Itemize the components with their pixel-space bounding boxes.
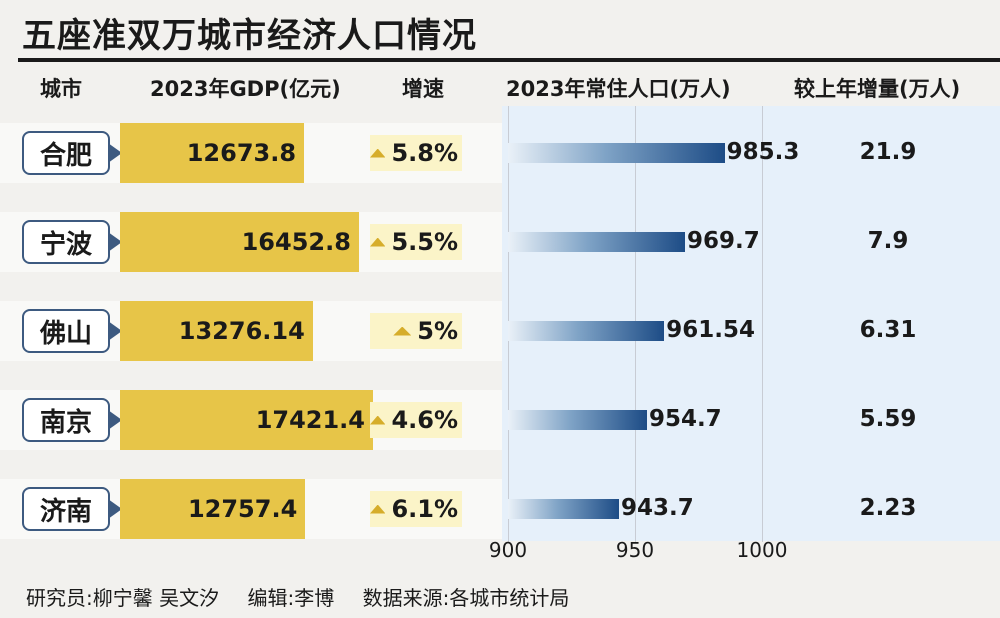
growth-text: 4.6% <box>391 406 458 434</box>
title-rule <box>18 58 1000 62</box>
growth-band <box>370 135 462 171</box>
city-label: 合肥 <box>22 131 110 175</box>
growth-band <box>370 313 462 349</box>
growth-value: 4.6% <box>370 402 462 438</box>
increase-value: 5.59 <box>859 406 917 432</box>
growth-value: 5.5% <box>370 224 462 260</box>
up-arrow-icon <box>370 504 386 514</box>
increase-value: 6.31 <box>859 317 917 343</box>
gdp-bar: 12673.8 <box>120 123 305 183</box>
growth-value: 5.8% <box>370 135 462 171</box>
gdp-bar: 17421.4 <box>120 390 373 450</box>
footer-researchers: 研究员:柳宁馨 吴文汐 <box>26 586 220 610</box>
population-bar <box>508 143 725 163</box>
gridline-1000 <box>762 106 763 542</box>
growth-text: 5% <box>417 317 458 345</box>
city-label: 济南 <box>22 487 110 531</box>
population-value: 961.54 <box>666 317 756 343</box>
header-increase: 较上年增量(万人) <box>794 77 961 101</box>
population-bar <box>508 321 665 341</box>
footer: 研究员:柳宁馨 吴文汐 编辑:李博 数据来源:各城市统计局 <box>26 582 591 611</box>
city-label: 佛山 <box>22 309 110 353</box>
up-arrow-icon <box>370 148 386 158</box>
increase-value: 21.9 <box>859 139 917 165</box>
growth-band <box>370 402 462 438</box>
gdp-bar: 12757.4 <box>120 479 306 539</box>
growth-value: 5% <box>370 313 462 349</box>
gdp-bar: 13276.14 <box>120 301 313 361</box>
population-value: 969.7 <box>687 228 760 254</box>
up-arrow-icon <box>370 415 386 425</box>
gdp-bar: 16452.8 <box>120 212 359 272</box>
population-value: 985.3 <box>726 139 800 165</box>
header-population: 2023年常住人口(万人) <box>506 77 731 101</box>
population-bar <box>508 499 619 519</box>
population-bar <box>508 410 647 430</box>
population-value: 954.7 <box>648 406 722 432</box>
header-growth: 增速 <box>402 77 444 101</box>
increase-value: 7.9 <box>867 228 909 254</box>
population-value: 943.7 <box>620 495 694 521</box>
city-label: 南京 <box>22 398 110 442</box>
chart-title: 五座准双万城市经济人口情况 <box>22 16 477 56</box>
footer-source: 数据来源:各城市统计局 <box>362 586 570 610</box>
header-city: 城市 <box>40 77 82 101</box>
tick-900: 900 <box>488 538 528 562</box>
growth-value: 6.1% <box>370 491 462 527</box>
increase-value: 2.23 <box>859 495 917 521</box>
tick-1000: 1000 <box>736 538 788 562</box>
up-arrow-icon <box>370 237 386 247</box>
growth-text: 5.5% <box>391 228 458 256</box>
footer-editor: 编辑:李博 <box>247 586 335 610</box>
up-arrow-icon <box>393 326 412 336</box>
header-gdp: 2023年GDP(亿元) <box>150 77 341 101</box>
growth-text: 5.8% <box>391 139 458 167</box>
growth-band <box>370 224 462 260</box>
growth-text: 6.1% <box>391 495 458 523</box>
population-bar <box>508 232 686 252</box>
growth-band <box>370 491 462 527</box>
tick-950: 950 <box>615 538 655 562</box>
city-label: 宁波 <box>22 220 110 264</box>
